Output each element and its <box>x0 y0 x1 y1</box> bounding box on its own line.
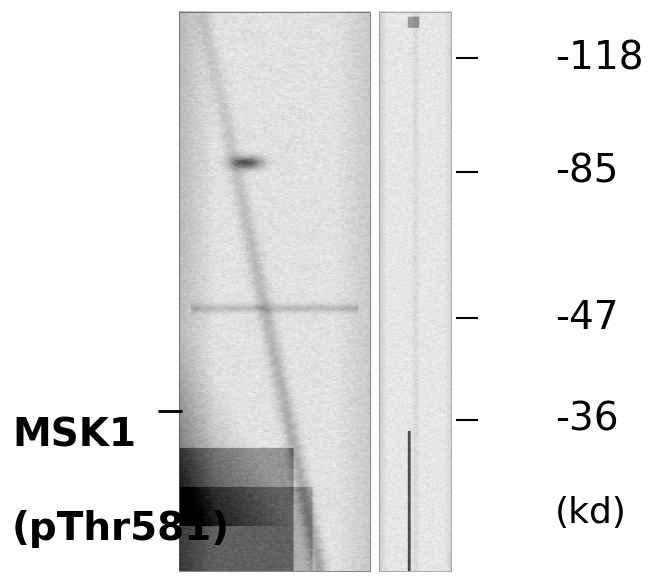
Bar <box>379 12 450 571</box>
Text: -118: -118 <box>555 39 644 78</box>
Text: -85: -85 <box>555 153 618 191</box>
Text: -36: -36 <box>555 401 619 439</box>
Bar <box>179 12 370 571</box>
Text: (pThr581): (pThr581) <box>12 510 230 548</box>
Text: (kd): (kd) <box>555 496 627 530</box>
Text: -47: -47 <box>555 298 619 337</box>
Text: MSK1: MSK1 <box>12 417 136 455</box>
